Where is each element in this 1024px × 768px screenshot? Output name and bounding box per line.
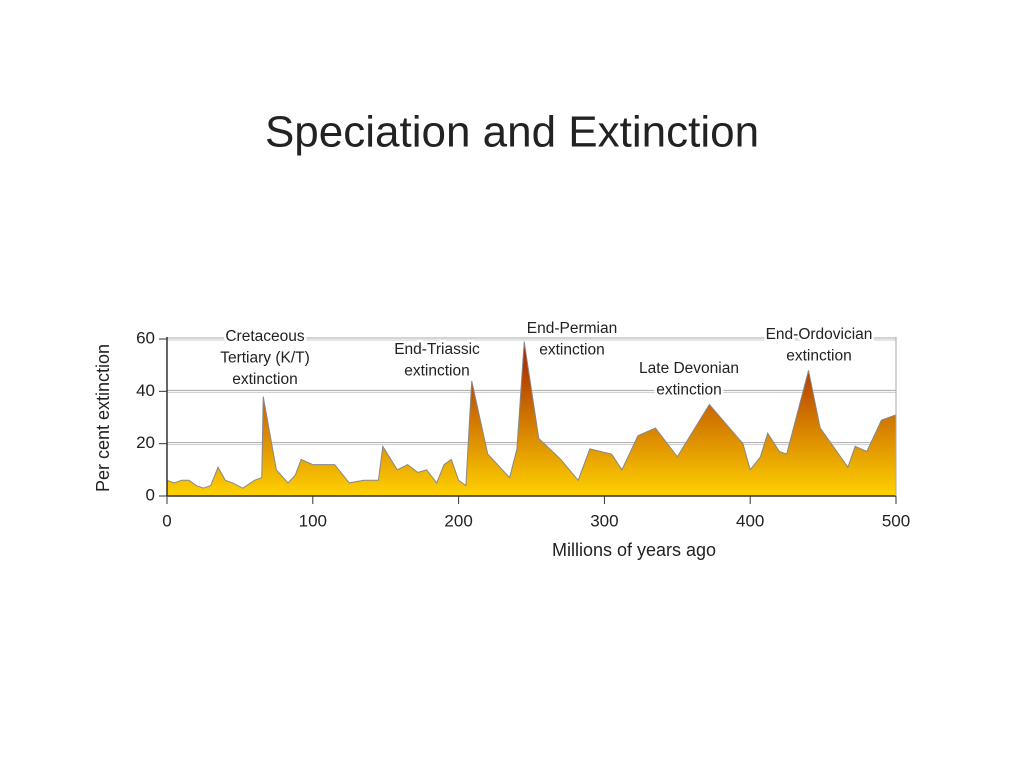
x-tick-label: 500 <box>882 511 910 530</box>
y-tick-label: 0 <box>146 485 155 504</box>
annotation: Tertiary (K/T) <box>220 350 310 367</box>
x-tick-label: 300 <box>590 511 618 530</box>
annotation: End-Triassic <box>394 341 480 358</box>
x-axis-label: Millions of years ago <box>552 540 716 560</box>
annotation: extinction <box>404 363 469 380</box>
annotation: extinction <box>232 371 297 388</box>
annotation: extinction <box>656 382 721 399</box>
x-tick-label: 0 <box>162 511 171 530</box>
annotation: End-Permian <box>527 320 617 337</box>
y-tick-label: 60 <box>136 328 155 347</box>
annotation: extinction <box>539 342 604 359</box>
annotation: End-Ordovician <box>766 326 873 343</box>
y-tick-label: 20 <box>136 433 155 452</box>
annotation: Late Devonian <box>639 360 739 377</box>
x-tick-label: 100 <box>299 511 327 530</box>
x-tick-label: 400 <box>736 511 764 530</box>
y-tick-label: 40 <box>136 381 155 400</box>
y-axis-label: Per cent extinction <box>93 344 113 492</box>
annotation: Cretaceous <box>225 328 305 345</box>
x-tick-label: 200 <box>444 511 472 530</box>
slide-title: Speciation and Extinction <box>265 108 759 157</box>
annotation: extinction <box>786 348 851 365</box>
area <box>166 341 897 497</box>
